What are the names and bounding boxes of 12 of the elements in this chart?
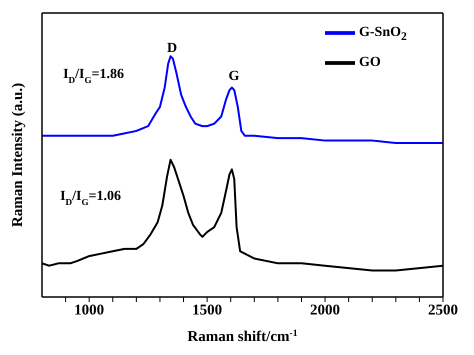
- legend-label: G-SnO$_{2}$: [359, 25, 407, 44]
- x-tick-label: 2000: [310, 302, 340, 319]
- x-tick-label: 1500: [192, 302, 222, 319]
- annotation: I$_{D}$/I$_{G}$=1.86: [63, 67, 124, 85]
- legend-label: GO: [359, 55, 381, 70]
- x-tick-label: 2500: [428, 302, 458, 319]
- annotation: G: [228, 69, 240, 84]
- text: D: [166, 41, 178, 56]
- x-tick-label: 1000: [74, 302, 104, 319]
- y-axis-title: Raman Intensity (a.u.): [10, 82, 26, 228]
- annotation: I$_{D}$/I$_{G}$=1.06: [60, 189, 121, 207]
- x-axis-title: Raman shift/cm$^{-1}$: [187, 328, 298, 345]
